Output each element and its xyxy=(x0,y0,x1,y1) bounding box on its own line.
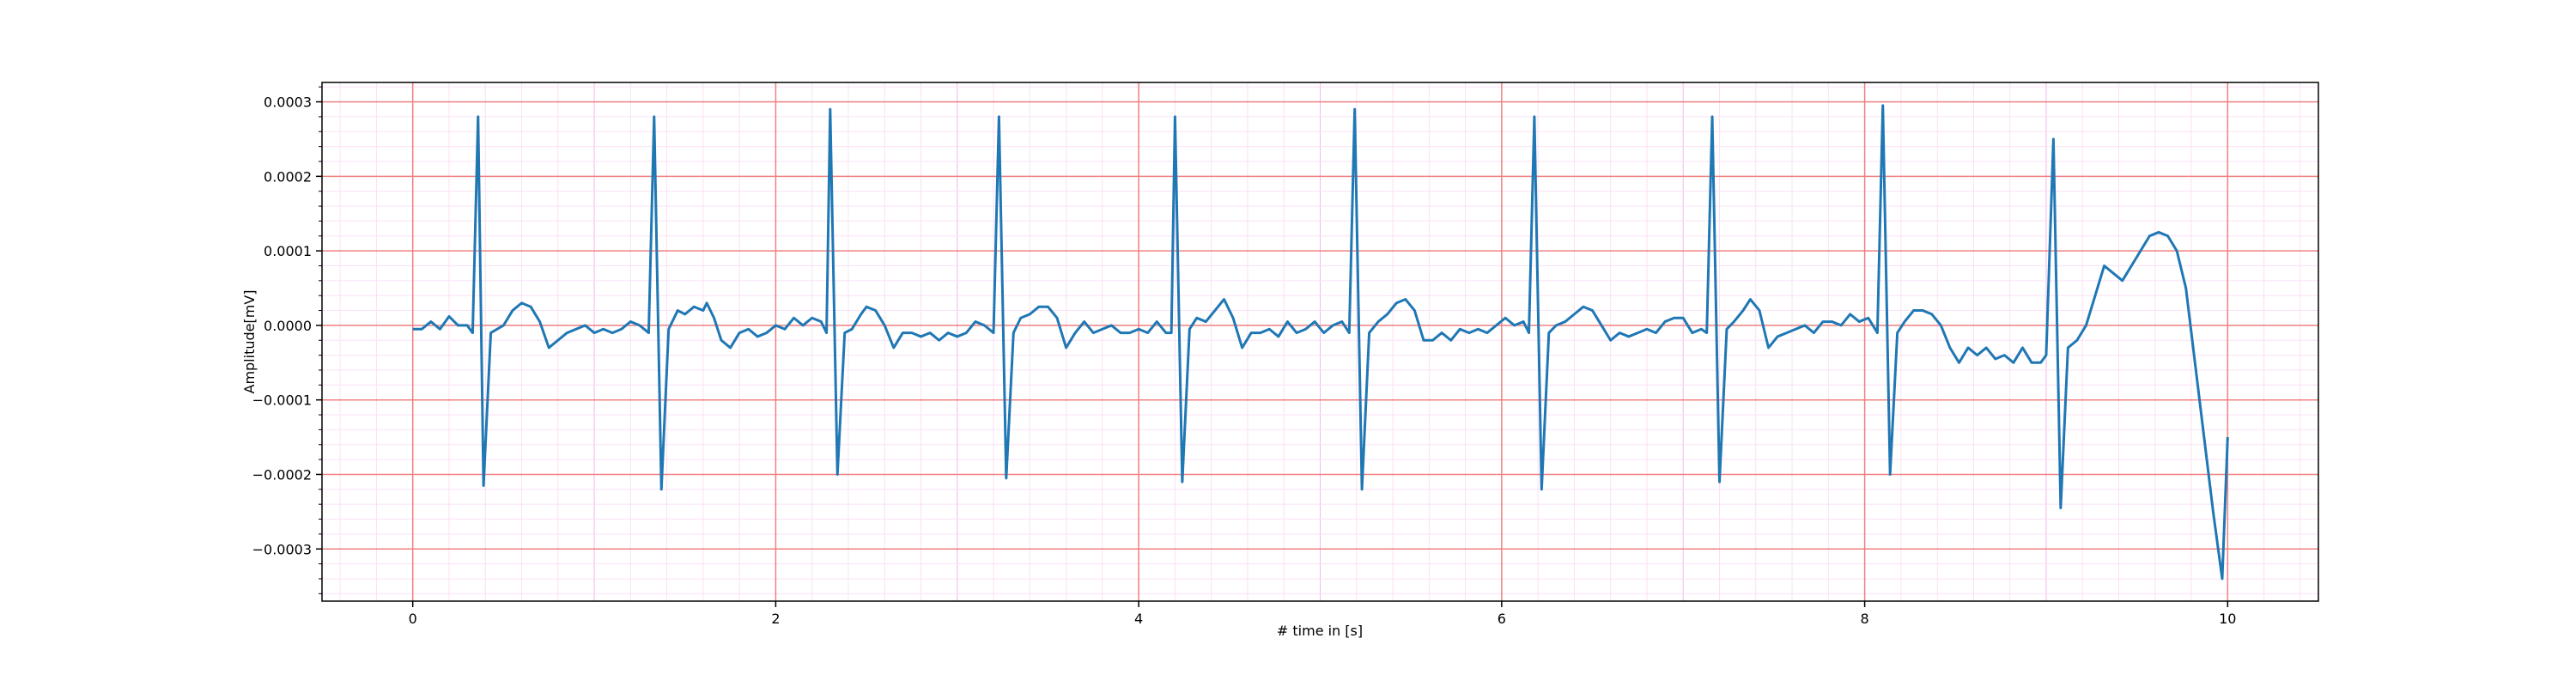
x-tick-label: 0 xyxy=(409,611,417,627)
x-tick-label: 2 xyxy=(771,611,780,627)
y-tick-label: −0.0001 xyxy=(252,392,312,409)
x-tick-label: 10 xyxy=(2219,611,2236,627)
grid xyxy=(322,82,2318,601)
x-tick-label: 6 xyxy=(1498,611,1506,627)
y-tick-label: −0.0003 xyxy=(252,541,312,557)
ticks: 0 2 4 6 8 10 −0.0003 −0.0002 −0.0001 0.0000 0.0001… xyxy=(252,86,2236,627)
y-tick-label: 0.0001 xyxy=(264,243,312,259)
y-tick-label: 0.0003 xyxy=(264,94,312,111)
y-tick-label: 0.0002 xyxy=(264,168,312,185)
x-tick-label: 8 xyxy=(1860,611,1868,627)
ecg-line xyxy=(412,104,2229,581)
y-tick-label: 0.0000 xyxy=(264,318,312,334)
plot xyxy=(412,104,2229,581)
axes-frame xyxy=(321,82,2319,602)
y-axis-label: Amplitude[mV] xyxy=(241,289,258,393)
y-tick-label: −0.0002 xyxy=(252,466,312,483)
x-tick-label: 4 xyxy=(1134,611,1143,627)
x-axis-label: # time in [s] xyxy=(1277,623,1363,639)
